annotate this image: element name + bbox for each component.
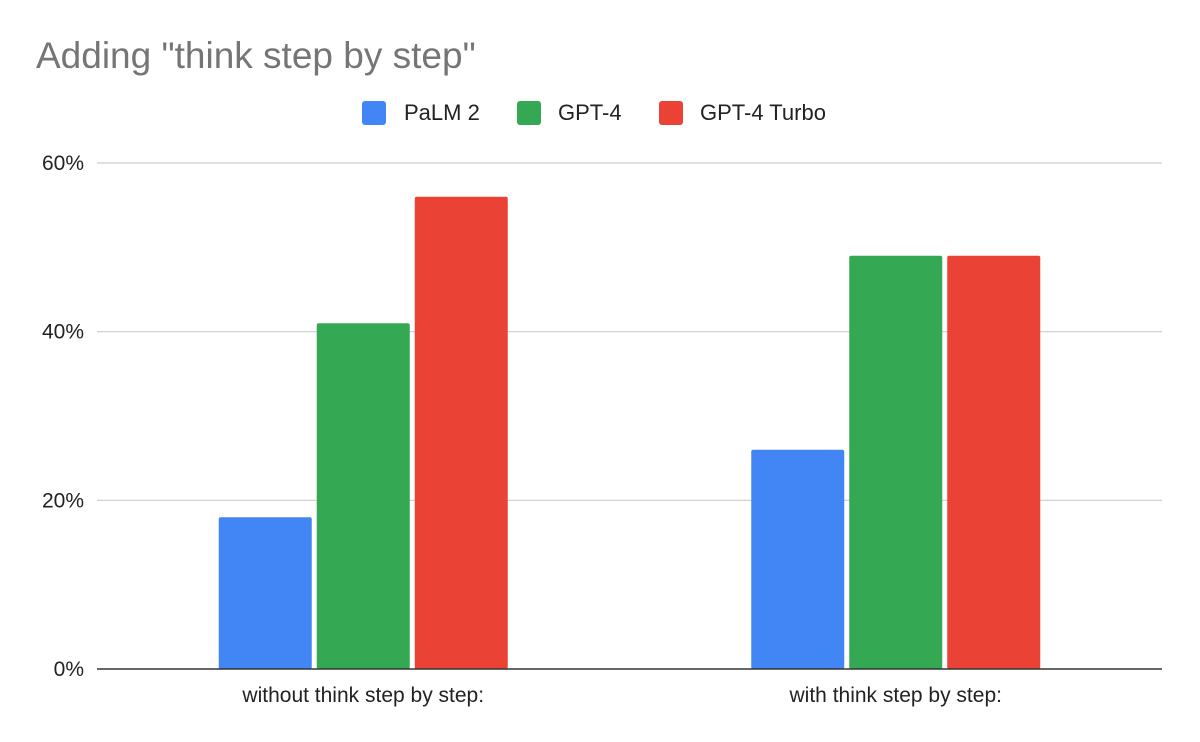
- chart-title: Adding "think step by step": [36, 35, 476, 76]
- bar-gpt-4-turbo-0: [414, 196, 508, 669]
- bar-gpt-4-0: [316, 323, 410, 669]
- legend-label-gpt-4-turbo: GPT-4 Turbo: [700, 100, 826, 125]
- legend: PaLM 2 GPT-4 GPT-4 Turbo: [362, 100, 826, 125]
- bar-gpt-4-1: [849, 255, 943, 669]
- legend-swatch-gpt-4: [517, 101, 541, 125]
- x-category-label: without think step by step:: [241, 684, 484, 707]
- x-axis: without think step by step: with think st…: [241, 684, 1002, 707]
- legend-swatch-gpt-4-turbo: [659, 101, 683, 125]
- bars: [218, 196, 1041, 669]
- y-tick-label: 60%: [42, 152, 84, 175]
- y-tick-label: 20%: [42, 489, 84, 512]
- y-axis: 0% 20% 40% 60%: [42, 152, 84, 681]
- y-tick-label: 0%: [54, 658, 84, 681]
- bar-palm-2-1: [751, 449, 845, 669]
- y-tick-label: 40%: [42, 321, 84, 344]
- bar-gpt-4-turbo-1: [947, 255, 1041, 669]
- legend-label-gpt-4: GPT-4: [558, 100, 622, 125]
- legend-swatch-palm-2: [362, 101, 386, 125]
- bar-palm-2-0: [218, 517, 312, 669]
- x-category-label: with think step by step:: [789, 684, 1002, 707]
- legend-label-palm-2: PaLM 2: [404, 100, 480, 125]
